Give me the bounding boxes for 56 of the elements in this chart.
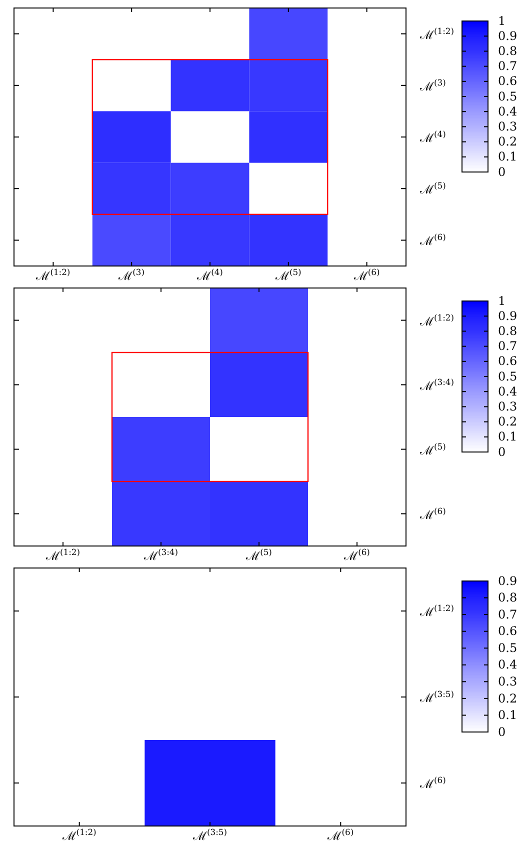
color-bar-label: 0.1 <box>498 708 518 722</box>
x-tick-label: ℳ$^{(3:5)}$ <box>192 827 228 843</box>
color-bar-label: 0 <box>498 724 506 739</box>
color-bar-label: 0.2 <box>498 134 518 149</box>
color-bar-label: 0.4 <box>498 104 518 118</box>
color-bar-label: 0.5 <box>498 369 518 384</box>
color-bar-label: 0.8 <box>498 590 518 605</box>
y-tick-label: ℳ$^{(3:5)}$ <box>419 689 454 705</box>
color-bar-label: 1 <box>498 294 506 308</box>
color-bar-label: 0.2 <box>498 691 518 706</box>
color-bar-label: 0.6 <box>498 74 518 88</box>
color-bar-label: 0.3 <box>498 674 518 689</box>
color-bar-label: 0.9 <box>498 28 518 43</box>
color-bar-label: 0.3 <box>498 120 518 134</box>
y-tick-label: ℳ$^{(5)}$ <box>419 441 446 458</box>
color-bar-label: 0.8 <box>498 324 518 338</box>
color-bar-label: 0.9 <box>498 308 518 323</box>
y-tick-label: ℳ$^{(6)}$ <box>419 232 446 248</box>
color-bar-label: 0.9 <box>498 574 518 588</box>
y-tick-label: ℳ$^{(4)}$ <box>419 129 446 145</box>
x-tick-label: ℳ$^{(5)}$ <box>274 267 302 283</box>
y-tick-label: ℳ$^{(5)}$ <box>419 180 446 197</box>
color-bar-label: 0.6 <box>498 624 518 638</box>
y-tick-label: ℳ$^{(6)}$ <box>419 506 446 522</box>
x-tick-label: ℳ$^{(1:2)}$ <box>44 547 80 563</box>
color-bar-label: 0.3 <box>498 400 518 414</box>
y-tick-label: ℳ$^{(1:2)}$ <box>419 26 454 42</box>
color-bar-label: 0 <box>498 444 506 459</box>
color-bar-label: 0.1 <box>498 430 518 444</box>
x-tick-label: ℳ$^{(6)}$ <box>326 827 354 843</box>
color-bar-label: 0.5 <box>498 89 518 104</box>
color-bar-label: 0.5 <box>498 640 518 655</box>
color-bar-label: 0.2 <box>498 414 518 429</box>
x-tick-label: ℳ$^{(4)}$ <box>196 267 223 283</box>
color-bar-label: 0 <box>498 164 506 179</box>
y-tick-label: ℳ$^{(1:2)}$ <box>419 603 454 619</box>
y-tick-label: ℳ$^{(3)}$ <box>419 77 446 94</box>
y-tick-label: ℳ$^{(6)}$ <box>419 775 446 791</box>
color-bar-label: 0.7 <box>498 59 518 74</box>
color-bar-label: 0.7 <box>498 339 518 354</box>
x-tick-label: ℳ$^{(6)}$ <box>343 547 370 563</box>
y-tick-label: ℳ$^{(1:2)}$ <box>419 312 454 328</box>
x-tick-label: ℳ$^{(3:4)}$ <box>142 547 178 563</box>
x-tick-label: ℳ$^{(3)}$ <box>118 267 145 283</box>
x-tick-label: ℳ$^{(5)}$ <box>245 547 272 563</box>
x-tick-label: ℳ$^{(6)}$ <box>352 267 380 283</box>
color-bar-label: 0.4 <box>498 658 518 672</box>
color-bar-label: 0.7 <box>498 607 518 622</box>
x-tick-label: ℳ$^{(1:2)}$ <box>35 267 70 283</box>
color-bar-label: 0.4 <box>498 384 518 398</box>
color-bar-label: 0.8 <box>498 44 518 58</box>
color-bar-label: 0.1 <box>498 150 518 164</box>
x-tick-label: ℳ$^{(1:2)}$ <box>61 827 96 843</box>
color-bar-label: 1 <box>498 14 506 28</box>
y-tick-label: ℳ$^{(3:4)}$ <box>419 376 454 393</box>
color-bar-label: 0.6 <box>498 354 518 368</box>
